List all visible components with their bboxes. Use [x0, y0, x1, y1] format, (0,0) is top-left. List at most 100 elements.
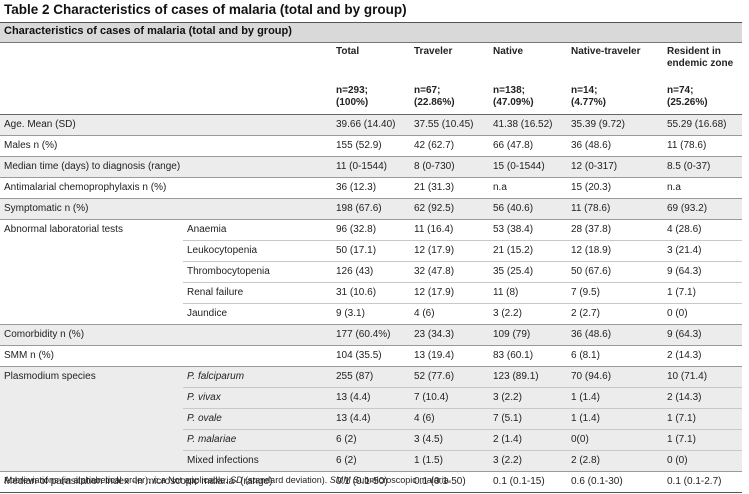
- header-cell-empty: [0, 81, 183, 115]
- footnote-smm-abbr: SMM: [329, 475, 351, 485]
- cell-resident: 2 (14.3): [663, 387, 742, 409]
- cell-traveler: 12 (17.9): [410, 282, 489, 304]
- cell-resident: 8.5 (0-37): [663, 156, 742, 178]
- cell-native: 109 (79): [489, 324, 567, 346]
- row-sublabel: Jaundice: [183, 303, 332, 325]
- cell-resident: 4 (28.6): [663, 219, 742, 241]
- cell-total: 9 (3.1): [332, 303, 410, 325]
- cell-resident: 11 (78.6): [663, 135, 742, 157]
- table-title: Table 2 Characteristics of cases of mala…: [4, 2, 407, 17]
- row-label: Abnormal laboratorial tests: [0, 219, 183, 241]
- cell-resident: 1 (7.1): [663, 282, 742, 304]
- cell-native: 83 (60.1): [489, 345, 567, 367]
- cell-traveler: 37.55 (10.45): [410, 114, 489, 136]
- header-traveler: Traveler: [414, 46, 453, 57]
- cell-total: 50 (17.1): [332, 240, 410, 262]
- header-row: Total Traveler Native Native-traveler Re…: [0, 41, 742, 81]
- cell-traveler: 3 (4.5): [410, 429, 489, 451]
- abbreviations-footnote: Abbreviations (in alphabetical order). n…: [4, 475, 451, 485]
- footnote-smm-text: Submicroscopic malaria.: [350, 475, 452, 485]
- cell-native-traveler: 12 (18.9): [567, 240, 663, 262]
- cell-traveler: 11 (16.4): [410, 219, 489, 241]
- table-body: Age. Mean (SD) 39.66 (14.40) 37.55 (10.45)…: [0, 114, 742, 493]
- row-sublabel: P. falciparum: [183, 366, 332, 388]
- cell-native: 11 (8): [489, 282, 567, 304]
- table-row: Comorbidity n (%) 177 (60.4%) 23 (34.3) 109…: [0, 324, 742, 346]
- cell-traveler: 21 (31.3): [410, 177, 489, 199]
- row-label: Plasmodium species: [0, 366, 183, 388]
- cell-traveler: 32 (47.8): [410, 261, 489, 283]
- cell-native: 53 (38.4): [489, 219, 567, 241]
- cell-resident: 55.29 (16.68): [663, 114, 742, 136]
- cell-total: 177 (60.4%): [332, 324, 410, 346]
- row-sublabel: P. vivax: [183, 387, 332, 409]
- cell-total: 13 (4.4): [332, 387, 410, 409]
- cell-native-traveler: 1 (1.4): [567, 387, 663, 409]
- row-label: [0, 283, 183, 304]
- row-label: Median time (days) to diagnosis (range): [0, 156, 332, 178]
- cell-native: 3 (2.2): [489, 450, 567, 472]
- cell-native-traveler: 11 (78.6): [567, 198, 663, 220]
- table-row: Abnormal laboratorial tests Anaemia 96 (32…: [0, 219, 742, 241]
- header-cell-empty: [0, 41, 183, 81]
- cell-traveler: 1 (1.5): [410, 450, 489, 472]
- table-subtitle: Characteristics of cases of malaria (tot…: [4, 25, 292, 37]
- footnote-lead: Abbreviations (in alphabetical order).: [4, 475, 154, 485]
- cell-native: 0.1 (0.1-15): [489, 471, 567, 493]
- footnote-sd-abbr: SD: [230, 475, 243, 485]
- header-native-traveler: Native-traveler: [571, 46, 641, 57]
- cell-resident: 0 (0): [663, 303, 742, 325]
- table-row: Mixed infections 6 (2) 1 (1.5) 3 (2.2) 2 (2.…: [0, 450, 742, 472]
- cell-resident: 0.1 (0.1-2.7): [663, 471, 742, 493]
- cell-native: 3 (2.2): [489, 303, 567, 325]
- cell-resident: 1 (7.1): [663, 429, 742, 451]
- table-row: Males n (%) 155 (52.9) 42 (62.7) 66 (47.8) 3…: [0, 135, 742, 157]
- header-resident: Resident in endemic zone: [667, 46, 734, 69]
- table-row: Median time (days) to diagnosis (range) 1…: [0, 156, 742, 178]
- cell-traveler: 12 (17.9): [410, 240, 489, 262]
- cell-native: n.a: [489, 177, 567, 199]
- cell-resident: 3 (21.4): [663, 240, 742, 262]
- table-row: Median of parasitation index -in microsc…: [0, 471, 742, 493]
- table-row: Thrombocytopenia 126 (43) 32 (47.8) 35 (25.…: [0, 261, 742, 283]
- row-label: Comorbidity n (%): [0, 324, 332, 346]
- cell-native-traveler: 0(0): [567, 429, 663, 451]
- header-native: Native: [493, 46, 524, 57]
- row-label: SMM n (%): [0, 345, 332, 367]
- row-label: [0, 450, 183, 472]
- cell-total: 255 (87): [332, 366, 410, 388]
- footnote-sd-text: (standard deviation).: [242, 475, 330, 485]
- row-label: [0, 408, 183, 430]
- cell-native-traveler: 35.39 (9.72): [567, 114, 663, 136]
- cell-native: 21 (15.2): [489, 240, 567, 262]
- cell-total: 36 (12.3): [332, 177, 410, 199]
- cell-traveler: 0.1 (0.1-50): [410, 471, 489, 493]
- cell-total: 6 (2): [332, 429, 410, 451]
- table-row: P. vivax 13 (4.4) 7 (10.4) 3 (2.2) 1 (1.4) 2 …: [0, 387, 742, 409]
- table-row: Renal failure 31 (10.6) 12 (17.9) 11 (8) 7 (…: [0, 282, 742, 304]
- cell-native-traveler: 28 (37.8): [567, 219, 663, 241]
- footnote-na-text: Not applicable.: [165, 475, 231, 485]
- header-total: Total: [336, 46, 360, 57]
- cell-native: 41.38 (16.52): [489, 114, 567, 136]
- row-label: Age. Mean (SD): [0, 114, 332, 136]
- cell-native-traveler: 2 (2.8): [567, 450, 663, 472]
- table-row: Symptomatic n (%) 198 (67.6) 62 (92.5) 56 (…: [0, 198, 742, 220]
- row-sublabel: P. ovale: [183, 408, 332, 430]
- cell-resident: 2 (14.3): [663, 345, 742, 367]
- row-label: [0, 429, 183, 451]
- row-label: [0, 241, 183, 262]
- row-sublabel: Thrombocytopenia: [183, 261, 332, 283]
- cell-traveler: 52 (77.6): [410, 366, 489, 388]
- cell-resident: 9 (64.3): [663, 324, 742, 346]
- cell-total: 96 (32.8): [332, 219, 410, 241]
- cell-total: 39.66 (14.40): [332, 114, 410, 136]
- cell-resident: 69 (93.2): [663, 198, 742, 220]
- cell-resident: 10 (71.4): [663, 366, 742, 388]
- cell-native-traveler: 36 (48.6): [567, 135, 663, 157]
- cell-native: 56 (40.6): [489, 198, 567, 220]
- cell-total: 155 (52.9): [332, 135, 410, 157]
- cell-native-traveler: 1 (1.4): [567, 408, 663, 430]
- header-n-traveler: n=67; (22.86%): [410, 81, 489, 115]
- row-label: Males n (%): [0, 135, 332, 157]
